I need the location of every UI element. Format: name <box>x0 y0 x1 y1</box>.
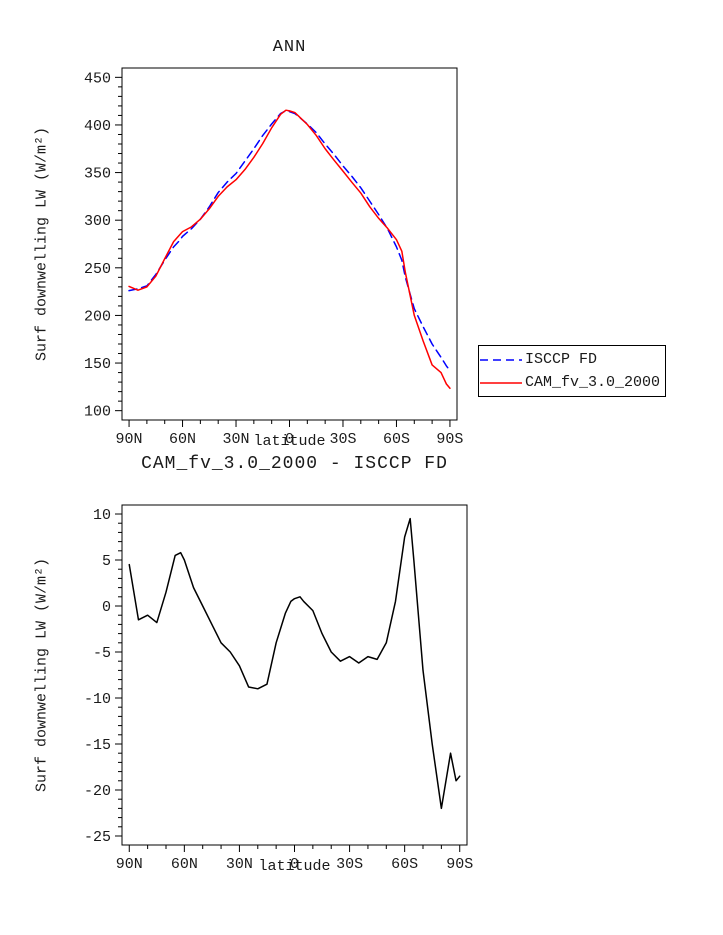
ann-chart-xlabel: latitude <box>253 433 326 450</box>
y-tick-label: 400 <box>84 118 111 135</box>
y-tick-label: 200 <box>84 308 111 325</box>
x-tick-label: 30N <box>226 856 253 873</box>
x-tick-label: 0 <box>290 856 299 873</box>
y-tick-label: 300 <box>84 213 111 230</box>
x-tick-label: 60S <box>391 856 418 873</box>
series-line-cam-fv-3-0-2000-isccp-fd <box>128 517 461 810</box>
legend-item-cam: CAM_fv_3.0_2000 <box>479 371 665 394</box>
x-tick-label: 60N <box>169 431 196 448</box>
legend-item-isccp-fd: ISCCP FD <box>479 348 665 371</box>
y-tick-label: -5 <box>93 645 111 662</box>
y-tick-label: 250 <box>84 261 111 278</box>
y-tick-label: 450 <box>84 70 111 87</box>
y-tick-label: 100 <box>84 404 111 421</box>
diff-chart-ylabel: Surf downwelling LW (W/m²) <box>33 557 51 793</box>
ann-chart-ylabel: Surf downwelling LW (W/m²) <box>33 126 51 362</box>
series-line-cam-fv-3-0-2000 <box>128 109 451 390</box>
x-tick-label: 30N <box>223 431 250 448</box>
y-tick-label: 5 <box>102 553 111 570</box>
x-tick-label: 0 <box>285 431 294 448</box>
x-tick-label: 60S <box>383 431 410 448</box>
plot-box <box>121 504 468 846</box>
x-tick-label: 30S <box>329 431 356 448</box>
ann-chart-title: ANN <box>272 38 307 57</box>
diff-chart-title: CAM_fv_3.0_2000 - ISCCP FD <box>141 454 448 474</box>
x-tick-label: 90N <box>116 856 143 873</box>
diff-chart-xlabel: latitude <box>258 858 331 875</box>
x-tick-label: 90S <box>446 856 473 873</box>
y-tick-label: 0 <box>102 599 111 616</box>
y-tick-label: 150 <box>84 356 111 373</box>
legend-label-isccp-fd: ISCCP FD <box>525 351 598 368</box>
legend-label-cam: CAM_fv_3.0_2000 <box>525 374 661 391</box>
x-tick-label: 90N <box>116 431 143 448</box>
y-tick-label: -15 <box>84 737 111 754</box>
y-tick-label: -20 <box>84 783 111 800</box>
x-tick-label: 30S <box>336 856 363 873</box>
series-line-isccp-fd <box>128 109 451 372</box>
legend-solid-line-sample <box>480 381 522 384</box>
chart-panel-1: -25 -20 -15 -10 -5 0 5 10 90N 60N 30N 0 30S 60S 90S <box>84 504 473 873</box>
y-tick-label: -25 <box>84 829 111 846</box>
y-tick-label: 10 <box>93 507 111 524</box>
chart-panel-0: 100 150 200 250 300 350 400 450 90N 60N 30N 0 30S 60S… <box>84 67 463 448</box>
y-tick-label: 350 <box>84 166 111 183</box>
x-tick-label: 60N <box>171 856 198 873</box>
legend-box: ISCCP FD CAM_fv_3.0_2000 <box>478 345 666 397</box>
y-tick-label: -10 <box>84 691 111 708</box>
x-tick-label: 90S <box>436 431 463 448</box>
legend-dashed-line-sample <box>480 358 522 361</box>
